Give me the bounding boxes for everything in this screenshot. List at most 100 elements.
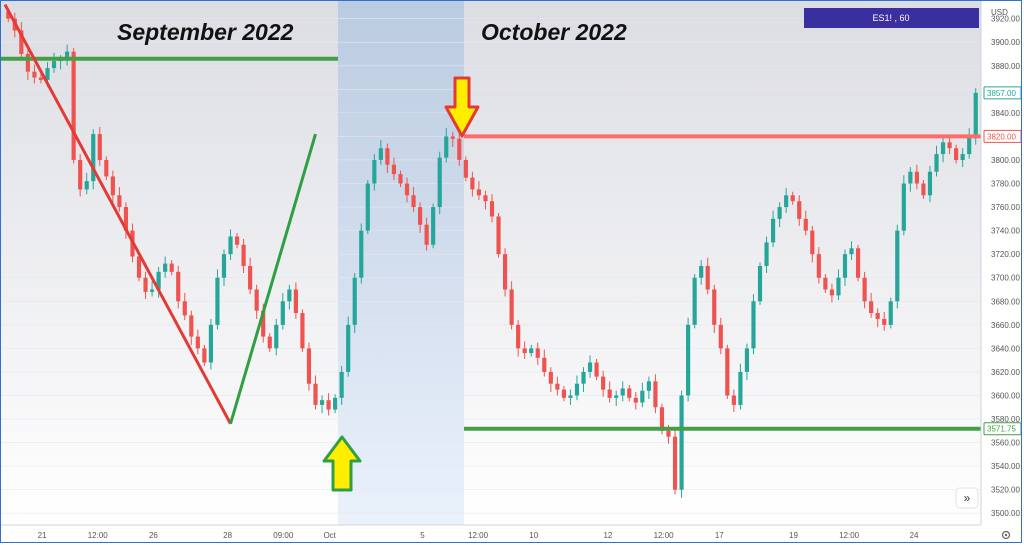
candle-body <box>437 157 442 208</box>
gear-icon[interactable] <box>1001 530 1011 540</box>
y-tick-label: 3840.00 <box>991 109 1020 118</box>
candle-body <box>502 254 508 290</box>
candle-body <box>927 171 933 196</box>
y-tick-label: 3540.00 <box>991 462 1020 471</box>
candle-body <box>169 263 174 272</box>
candle-body <box>254 289 259 311</box>
candle-layer <box>6 8 978 498</box>
candle-body <box>19 30 24 54</box>
candle-body <box>496 216 501 255</box>
candle-body <box>84 181 89 190</box>
candle-body <box>777 207 782 219</box>
candle-body <box>404 183 410 196</box>
y-tick-label: 3500.00 <box>991 509 1020 518</box>
scroll-to-latest-button[interactable]: » <box>955 487 979 509</box>
candle-body <box>189 315 194 337</box>
candle-body <box>973 92 978 137</box>
x-axis-ticks: 21 12:00 26 28 09:00 Oct 5 12:00 10 12 12:00 17 19 12… <box>38 531 919 540</box>
double-chevron-icon: » <box>964 491 971 505</box>
candle-body <box>666 430 671 437</box>
candle-body <box>123 207 129 231</box>
candle-body <box>450 136 455 139</box>
candle-body <box>476 189 482 196</box>
candle-body <box>71 51 76 160</box>
candle-body <box>470 177 475 190</box>
candle-body <box>261 310 266 337</box>
uptrend-line[interactable] <box>229 133 317 425</box>
candle-body <box>542 357 547 372</box>
candle-body <box>306 348 312 384</box>
candle-body <box>797 201 802 219</box>
candle-body <box>489 201 495 217</box>
candle-body <box>372 159 377 184</box>
candle-body <box>319 400 325 405</box>
currency-label: USD <box>991 8 1008 17</box>
x-tick-label: 26 <box>149 531 158 540</box>
candle-body <box>829 289 835 296</box>
x-tick-label: 12:00 <box>654 531 675 540</box>
candle-body <box>104 159 109 177</box>
x-tick-label: 28 <box>223 531 232 540</box>
symbol-box[interactable]: ES1! , 60 <box>804 8 979 28</box>
x-tick-label: 12:00 <box>468 531 489 540</box>
y-tick-label: 3720.00 <box>991 250 1020 259</box>
candle-body <box>816 254 821 278</box>
candle-body <box>535 348 540 358</box>
y-tick-label: 3740.00 <box>991 227 1020 236</box>
symbol-label: ES1! , 60 <box>872 13 909 23</box>
time-axis[interactable] <box>1 525 1022 543</box>
candle-body <box>215 277 220 325</box>
candle-body <box>359 230 364 278</box>
candle-body <box>921 183 926 196</box>
y-tick-label: 3560.00 <box>991 439 1020 448</box>
y-tick-label: 3680.00 <box>991 297 1020 306</box>
candle-body <box>882 318 887 325</box>
candle-body <box>91 134 96 182</box>
candle-body <box>529 348 534 354</box>
candle-body <box>65 51 70 60</box>
x-tick-label: 5 <box>420 531 425 540</box>
x-tick-label: 19 <box>789 531 798 540</box>
candle-body <box>391 164 397 175</box>
candle-body <box>110 176 115 196</box>
y-tick-label: 3760.00 <box>991 203 1020 212</box>
candle-body <box>842 254 848 278</box>
october-highlight-band <box>338 1 464 525</box>
candle-body <box>509 289 514 325</box>
candle-body <box>836 277 841 296</box>
price-badges: 3857.00 3820.00 3571.75 <box>983 86 1021 436</box>
candle-body <box>555 383 560 390</box>
candle-body <box>849 248 854 255</box>
candle-body <box>810 230 815 255</box>
september-label: September 2022 <box>117 19 294 45</box>
candle-body <box>38 77 44 80</box>
candle-body <box>293 289 298 314</box>
candle-body <box>156 271 161 290</box>
candle-body <box>346 324 351 372</box>
candle-body <box>751 301 756 349</box>
candle-body <box>862 277 867 302</box>
candle-body <box>738 371 743 405</box>
candle-body <box>267 336 272 349</box>
candle-body <box>45 68 50 80</box>
candle-body <box>646 381 651 391</box>
candle-body <box>790 195 795 202</box>
downtrend-line[interactable] <box>3 3 232 425</box>
candle-body <box>614 395 619 398</box>
candle-body <box>908 171 913 184</box>
y-tick-label: 3900.00 <box>991 38 1020 47</box>
candle-body <box>97 134 102 160</box>
candle-body <box>653 381 658 408</box>
candle-body <box>875 313 880 319</box>
price-badge-resistance: 3820.00 <box>983 129 1021 143</box>
candle-body <box>757 265 763 302</box>
candle-body <box>117 195 122 208</box>
candle-body <box>960 154 965 160</box>
candle-body <box>764 242 769 266</box>
candle-body <box>516 324 521 349</box>
candle-body <box>607 389 612 398</box>
candle-body <box>398 174 403 184</box>
candle-body <box>633 397 638 403</box>
